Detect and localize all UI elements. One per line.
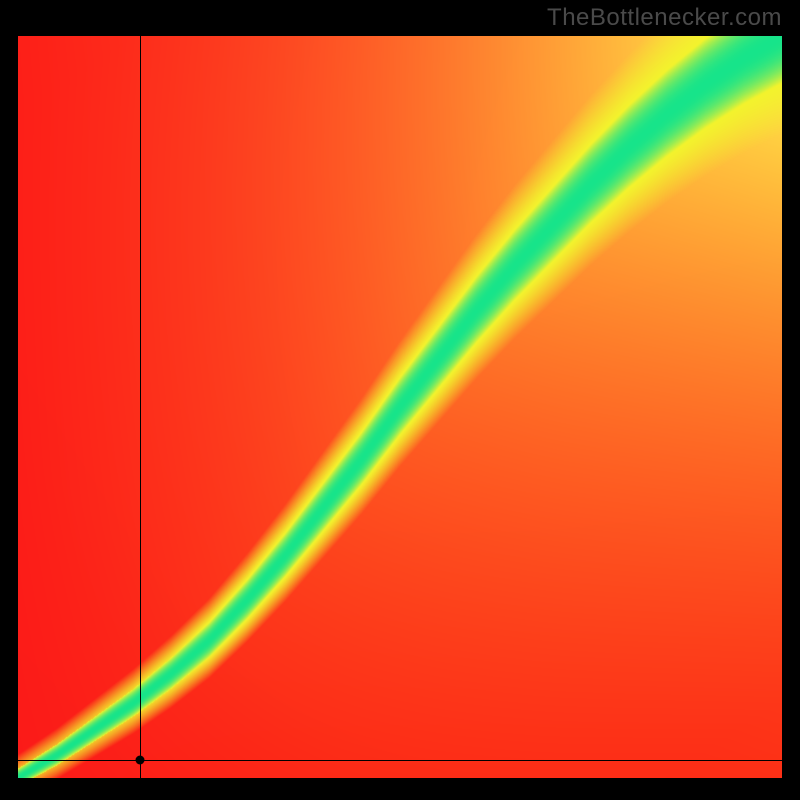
attribution-text: TheBottlenecker.com bbox=[547, 4, 782, 32]
heatmap-plot bbox=[18, 36, 782, 778]
crosshair-vertical bbox=[140, 36, 141, 778]
crosshair-marker-dot bbox=[136, 756, 145, 765]
crosshair-horizontal bbox=[18, 760, 782, 761]
heatmap-canvas bbox=[18, 36, 782, 778]
